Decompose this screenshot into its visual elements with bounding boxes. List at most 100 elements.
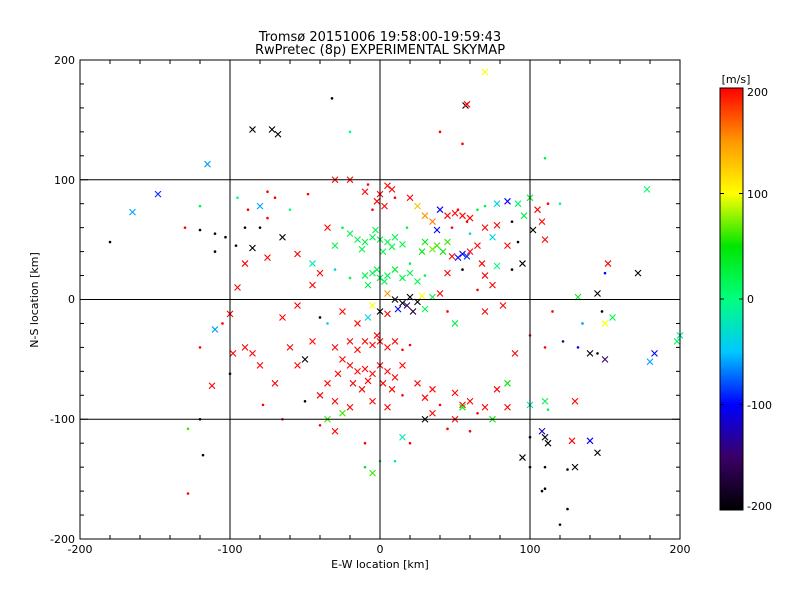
scatter-point-cross	[331, 427, 339, 435]
scatter-point-dot	[224, 235, 227, 239]
scatter-point-cross	[301, 355, 309, 363]
scatter-point-dot	[401, 348, 404, 352]
scatter-point-dot	[408, 262, 412, 265]
scatter-point-dot	[213, 250, 217, 253]
scatter-point-cross	[384, 344, 391, 351]
scatter-point-cross	[504, 242, 511, 250]
scatter-point-cross	[651, 349, 658, 357]
colorbar: [m/s] 200 100 0 -100 -200	[719, 73, 772, 513]
scatter-point-dot	[446, 310, 449, 313]
scatter-point-dot	[213, 232, 217, 235]
scatter-point-cross	[429, 218, 436, 226]
scatter-point-cross	[459, 401, 466, 409]
scatter-point-dot	[266, 190, 269, 194]
scatter-point-dot	[366, 183, 370, 186]
scatter-point-cross	[481, 68, 489, 76]
scatter-point-cross	[384, 272, 391, 279]
scatter-point-cross	[433, 242, 441, 250]
scatter-point-cross	[286, 344, 294, 351]
scatter-point-cross	[309, 281, 316, 289]
scatter-point-cross	[418, 248, 426, 255]
scatter-point-cross	[609, 314, 616, 321]
scatter-point-dot	[341, 226, 344, 229]
scatter-point-cross	[204, 160, 211, 168]
scatter-point-dot	[326, 322, 329, 325]
x-axis-label: E-W location [km]	[331, 558, 429, 571]
axis-minor-ticks	[79, 59, 681, 540]
scatter-point-dot	[510, 268, 514, 271]
scatter-point-cross	[406, 269, 414, 277]
scatter-point-dot	[476, 288, 479, 292]
scatter-point-cross	[421, 394, 429, 402]
scatter-point-cross	[279, 233, 286, 241]
scatter-point-dot	[303, 399, 307, 403]
scatter-point-cross	[481, 403, 489, 411]
scatter-point-dot	[446, 427, 449, 431]
scatter-point-cross	[459, 250, 466, 258]
scatter-point-cross	[339, 308, 346, 315]
scatter-point-cross	[369, 233, 376, 241]
scatter-point-dot	[456, 208, 460, 211]
scatter-point-cross	[571, 397, 579, 405]
scatter-point-dot	[266, 216, 269, 220]
colorbar-tick-label: -200	[747, 500, 772, 513]
x-tick-label: -100	[218, 543, 243, 556]
scatter-point-cross	[249, 126, 256, 133]
scatter-point-cross	[538, 218, 546, 226]
scatter-point-dot	[318, 423, 322, 427]
scatter-point-cross	[541, 433, 549, 441]
scatter-point-cross	[514, 200, 522, 208]
scatter-point-cross	[381, 278, 388, 285]
colorbar-tick-label: 0	[747, 293, 754, 306]
scatter-point-cross	[361, 365, 369, 373]
scatter-point-cross	[429, 385, 436, 393]
scatter-point-cross	[409, 308, 417, 315]
scatter-point-dot	[476, 411, 479, 415]
scatter-point-cross	[541, 397, 549, 405]
scatter-point-cross	[358, 245, 366, 253]
scatter-point-cross	[316, 269, 324, 277]
scatter-point-cross	[373, 332, 381, 339]
y-tick-label: -100	[50, 413, 75, 426]
scatter-point-dot	[423, 274, 427, 277]
scatter-point-cross	[279, 314, 286, 321]
scatter-point-cross	[403, 302, 411, 309]
scatter-point-dot	[408, 441, 412, 445]
scatter-point-cross	[331, 397, 339, 405]
scatter-point-cross	[451, 209, 459, 217]
scatter-point-dot	[306, 192, 310, 196]
scatter-point-cross	[354, 320, 361, 327]
scatter-point-cross	[399, 361, 406, 369]
scatter-point-cross	[601, 320, 609, 327]
scatter-point-cross	[339, 409, 346, 417]
scatter-point-cross	[364, 377, 372, 385]
scatter-point-cross	[474, 242, 481, 250]
scatter-point-cross	[354, 367, 361, 375]
scatter-point-cross	[568, 437, 576, 445]
scatter-point-cross	[334, 370, 342, 378]
scatter-point-cross	[294, 250, 301, 258]
scatter-point-cross	[316, 391, 324, 399]
scatter-point-cross	[364, 314, 372, 321]
scatter-point-dot	[558, 202, 562, 205]
scatter-point-cross	[229, 349, 237, 357]
scatter-point-dot	[546, 202, 550, 205]
scatter-points-layer	[108, 68, 684, 526]
scatter-point-dot	[468, 232, 472, 235]
y-tick-labels: -200 -100 0 100 200	[50, 54, 75, 546]
scatter-point-cross	[399, 274, 406, 282]
scatter-point-cross	[361, 338, 369, 345]
scatter-point-cross	[493, 262, 501, 270]
scatter-point-cross	[369, 269, 376, 277]
scatter-point-cross	[429, 409, 436, 417]
scatter-point-cross	[346, 403, 354, 411]
scatter-point-cross	[454, 254, 462, 261]
scatter-point-cross	[384, 367, 391, 375]
scatter-point-cross	[384, 290, 391, 297]
scatter-point-dot	[261, 403, 265, 407]
scatter-point-cross	[369, 302, 376, 309]
scatter-point-dot	[510, 220, 514, 223]
scatter-point-cross	[372, 226, 379, 234]
scatter-point-cross	[444, 269, 451, 277]
scatter-point-cross	[364, 281, 372, 289]
